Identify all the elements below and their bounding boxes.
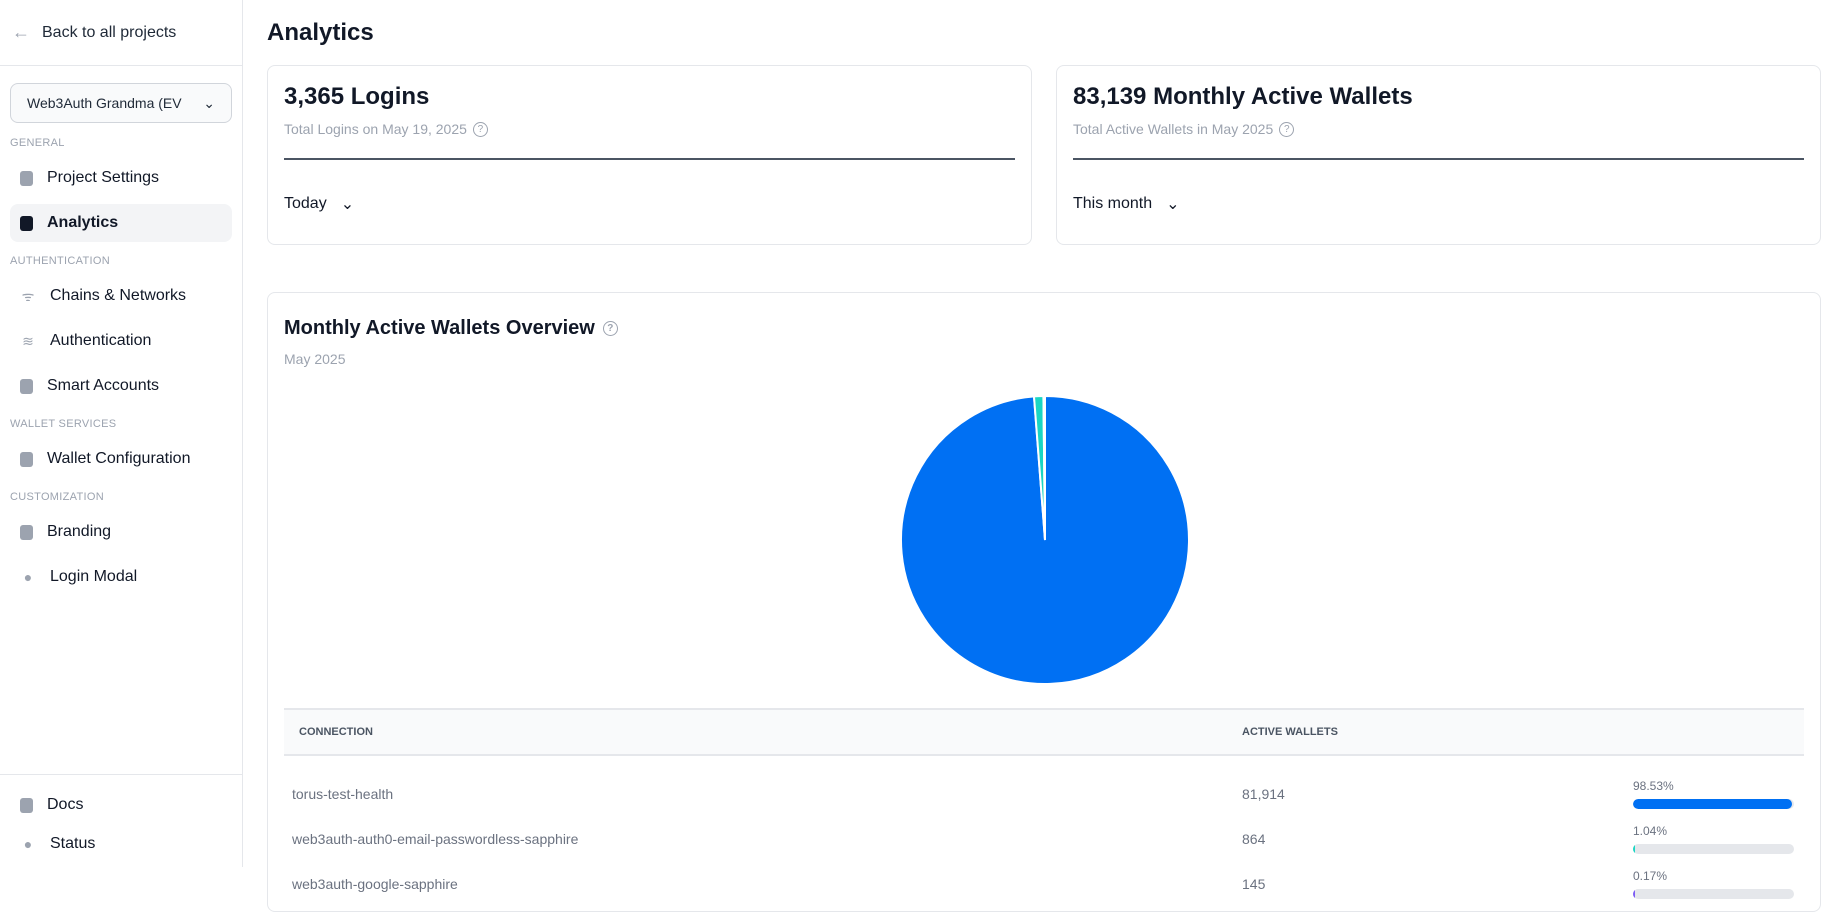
share-bar	[1633, 843, 1794, 854]
logins-value: 3,365 Logins	[284, 83, 430, 110]
sidebar-item-wallet-configuration[interactable]: Wallet Configuration	[10, 440, 232, 478]
sidebar-item-label: Login Modal	[50, 568, 138, 585]
chevron-down-icon: ⌄	[340, 196, 355, 213]
document-icon	[20, 378, 33, 394]
percent-label: 0.17%	[1633, 868, 1668, 883]
palette-icon	[20, 524, 33, 540]
overview-sub: May 2025	[284, 351, 346, 367]
database-icon: ≋	[22, 332, 34, 349]
sidebar-item-label: Branding	[47, 523, 112, 540]
logins-range-dropdown[interactable]: Today ⌄	[284, 194, 1015, 214]
share-bar	[1633, 888, 1794, 899]
help-icon[interactable]: ?	[1279, 121, 1295, 137]
active-wallets-value: 81,914	[1242, 785, 1285, 802]
sidebar-item-analytics[interactable]: Analytics	[10, 204, 232, 242]
arrow-left-icon: ←	[12, 22, 30, 42]
sidebar: ← Back to all projects Web3Auth Grandma (…	[0, 0, 243, 867]
col-connection: CONNECTION	[299, 726, 373, 738]
col-active-wallets: ACTIVE WALLETS	[1242, 726, 1338, 738]
logins-card: 3,365 Logins Total Logins on May 19, 202…	[267, 65, 1032, 245]
connection-name: web3auth-google-sapphire	[292, 875, 458, 892]
share-bar-fill	[1633, 888, 1635, 899]
range-label: This month	[1073, 195, 1153, 212]
share-cell: 0.17%	[1633, 869, 1794, 899]
sidebar-item-label: Docs	[47, 796, 84, 813]
share-bar-fill	[1633, 843, 1635, 854]
table-row: torus-test-health 81,914 98.53%	[284, 771, 1804, 816]
chevron-down-icon: ⌄	[203, 94, 215, 111]
sidebar-item-label: Status	[50, 835, 96, 852]
share-bar	[1633, 798, 1794, 809]
section-header: WALLET SERVICES	[10, 418, 117, 430]
clipboard-icon	[20, 170, 33, 186]
table-header: CONNECTION ACTIVE WALLETS	[284, 708, 1804, 756]
document-icon	[20, 797, 33, 813]
active-wallets-value: 145	[1242, 875, 1266, 892]
user-circle-icon: ●	[23, 569, 33, 585]
pie-slice-2[interactable]	[1042, 394, 1046, 541]
sidebar-item-login-modal[interactable]: ● Login Modal	[10, 558, 232, 596]
sidebar-item-label: Authentication	[50, 332, 152, 349]
wallets-range-dropdown[interactable]: This month ⌄	[1073, 194, 1804, 214]
page-title: Analytics	[267, 19, 374, 46]
share-cell: 1.04%	[1633, 824, 1794, 854]
table-row: web3auth-auth0-email-passwordless-sapphi…	[284, 816, 1804, 861]
sidebar-item-label: Chains & Networks	[50, 287, 187, 304]
back-label: Back to all projects	[42, 23, 177, 41]
pie-chart	[900, 394, 1190, 685]
percent-label: 1.04%	[1633, 823, 1668, 838]
wallets-value: 83,139 Monthly Active Wallets	[1073, 83, 1413, 110]
overview-card: Monthly Active Wallets Overview? May 202…	[267, 292, 1821, 912]
active-wallets-value: 864	[1242, 830, 1266, 847]
sidebar-item-label: Wallet Configuration	[47, 450, 191, 467]
sidebar-item-label: Analytics	[47, 214, 119, 231]
sidebar-item-project-settings[interactable]: Project Settings	[10, 159, 232, 197]
logins-sub: Total Logins on May 19, 2025	[284, 121, 467, 137]
percent-label: 98.53%	[1633, 778, 1674, 793]
overview-title: Monthly Active Wallets Overview	[284, 317, 595, 339]
section-header: AUTHENTICATION	[10, 255, 110, 267]
chart-file-icon	[20, 215, 33, 231]
range-label: Today	[284, 195, 327, 212]
connection-name: web3auth-auth0-email-passwordless-sapphi…	[292, 830, 579, 847]
back-to-projects-link[interactable]: ← Back to all projects	[0, 0, 242, 66]
project-name: Web3Auth Grandma (EV	[27, 95, 182, 111]
divider	[1073, 158, 1804, 160]
section-header: GENERAL	[10, 137, 65, 149]
sidebar-item-chains-networks[interactable]: ᯤ Chains & Networks	[10, 277, 232, 315]
divider	[284, 158, 1015, 160]
sidebar-item-branding[interactable]: Branding	[10, 513, 232, 551]
sidebar-item-authentication[interactable]: ≋ Authentication	[10, 322, 232, 360]
wallet-icon	[20, 451, 33, 467]
share-bar-fill	[1633, 798, 1792, 809]
wifi-icon: ᯤ	[21, 287, 35, 304]
sidebar-item-smart-accounts[interactable]: Smart Accounts	[10, 367, 232, 405]
share-cell: 98.53%	[1633, 779, 1794, 809]
sidebar-item-status[interactable]: ● Status	[10, 825, 232, 863]
table-row: web3auth-google-sapphire 145 0.17%	[284, 861, 1804, 906]
section-header: CUSTOMIZATION	[10, 491, 104, 503]
project-selector[interactable]: Web3Auth Grandma (EV ⌄	[10, 83, 232, 123]
sidebar-item-label: Project Settings	[47, 169, 160, 186]
wallets-sub: Total Active Wallets in May 2025	[1073, 121, 1274, 137]
chevron-down-icon: ⌄	[1166, 196, 1180, 213]
wallets-card: 83,139 Monthly Active Wallets Total Acti…	[1056, 65, 1821, 245]
help-icon[interactable]: ?	[472, 121, 488, 137]
connection-name: torus-test-health	[292, 785, 394, 802]
help-icon[interactable]: ?	[602, 321, 618, 336]
sidebar-item-label: Smart Accounts	[47, 377, 160, 394]
sidebar-item-docs[interactable]: Docs	[10, 786, 232, 824]
check-circle-icon: ●	[23, 836, 33, 852]
